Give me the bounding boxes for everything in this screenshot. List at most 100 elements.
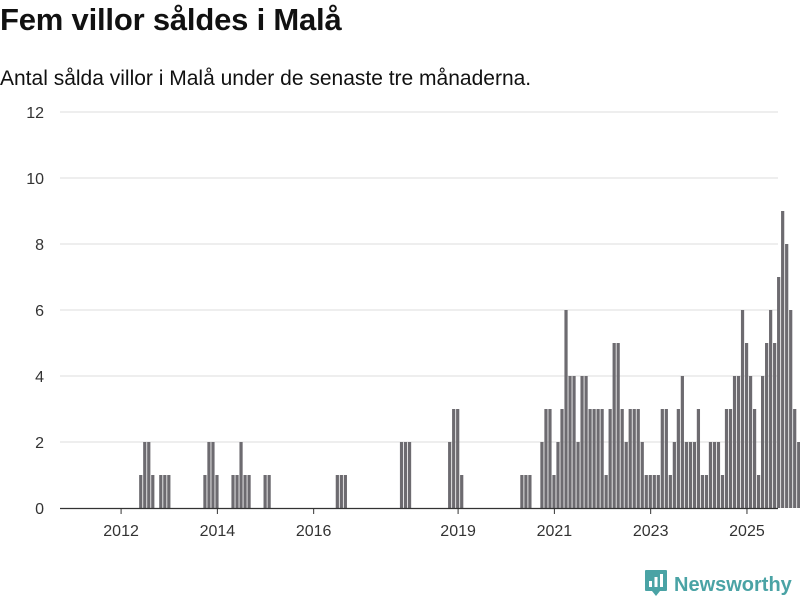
x-tick-label: 2025 <box>729 523 765 540</box>
bar <box>560 409 564 508</box>
bar <box>692 442 697 508</box>
bar <box>660 409 664 508</box>
bar <box>207 442 211 508</box>
newsworthy-logo-icon <box>644 569 668 602</box>
bar <box>684 442 688 508</box>
bar <box>752 409 757 508</box>
bar <box>147 442 151 508</box>
x-tick-label: 2019 <box>440 523 476 540</box>
x-tick-label: 2014 <box>200 523 236 540</box>
bar <box>596 409 600 508</box>
bar <box>728 409 733 508</box>
bar <box>736 376 741 508</box>
bar <box>672 442 676 508</box>
bar <box>403 442 408 508</box>
bar <box>584 376 588 508</box>
bar <box>211 442 215 508</box>
bar <box>460 475 464 508</box>
bar <box>716 442 721 508</box>
bar <box>785 244 789 508</box>
bar <box>448 442 452 508</box>
bar <box>648 475 652 508</box>
brand-logo[interactable]: Newsworthy <box>644 569 792 602</box>
bar <box>652 475 656 508</box>
y-tick-label: 0 <box>35 501 44 518</box>
bar <box>151 475 155 508</box>
bar <box>700 475 705 508</box>
bar <box>456 409 460 508</box>
y-tick-label: 2 <box>35 435 44 452</box>
bar <box>712 442 717 508</box>
y-tick-label: 8 <box>35 237 44 254</box>
bar <box>644 475 648 508</box>
x-tick-label: 2023 <box>633 523 669 540</box>
bar <box>604 475 608 508</box>
x-tick-label: 2021 <box>537 523 573 540</box>
bar <box>696 409 701 508</box>
bar <box>243 475 247 508</box>
bar <box>656 475 660 508</box>
bar <box>688 442 692 508</box>
bar <box>600 409 604 508</box>
bar <box>704 475 709 508</box>
bar <box>576 442 580 508</box>
bar <box>159 475 163 508</box>
bar <box>339 475 343 508</box>
bar <box>399 442 404 508</box>
bar <box>612 343 616 508</box>
bar <box>632 409 636 508</box>
bar <box>203 475 207 508</box>
bar <box>167 475 171 508</box>
bar <box>520 475 524 508</box>
bar <box>676 409 680 508</box>
bar <box>239 442 243 508</box>
bar <box>235 475 239 508</box>
bar <box>139 475 143 508</box>
bar <box>797 442 800 508</box>
y-tick-label: 12 <box>26 105 44 122</box>
bar <box>620 409 624 508</box>
bar <box>732 376 737 508</box>
bar <box>335 475 339 508</box>
bar <box>708 442 713 508</box>
bar <box>568 376 572 508</box>
bar <box>769 310 773 508</box>
bar <box>720 475 725 508</box>
bar <box>343 475 347 508</box>
bar <box>528 475 532 508</box>
bar <box>552 475 556 508</box>
bar <box>664 409 668 508</box>
bar <box>777 277 781 508</box>
bar <box>588 409 592 508</box>
bar <box>793 409 797 508</box>
bar <box>544 409 548 508</box>
bar <box>215 475 219 508</box>
bar <box>608 409 612 508</box>
bar <box>572 376 576 508</box>
bar <box>263 475 267 508</box>
bar <box>163 475 167 508</box>
bar <box>580 376 584 508</box>
y-tick-label: 10 <box>26 171 44 188</box>
bar <box>640 442 644 508</box>
bar <box>773 343 777 508</box>
bar <box>592 409 596 508</box>
bar <box>247 475 251 508</box>
bar <box>564 310 568 508</box>
bar <box>267 475 271 508</box>
bar <box>628 409 632 508</box>
bar <box>143 442 147 508</box>
y-tick-label: 6 <box>35 303 44 320</box>
chart-title: Fem villor såldes i Malå <box>0 2 342 37</box>
bar <box>748 376 753 508</box>
bar <box>624 442 628 508</box>
bar <box>556 442 560 508</box>
brand-name: Newsworthy <box>674 573 792 596</box>
bar <box>668 475 672 508</box>
bar <box>452 409 456 508</box>
bar <box>616 343 620 508</box>
bar <box>636 409 640 508</box>
bar <box>740 310 745 508</box>
bar <box>756 475 761 508</box>
